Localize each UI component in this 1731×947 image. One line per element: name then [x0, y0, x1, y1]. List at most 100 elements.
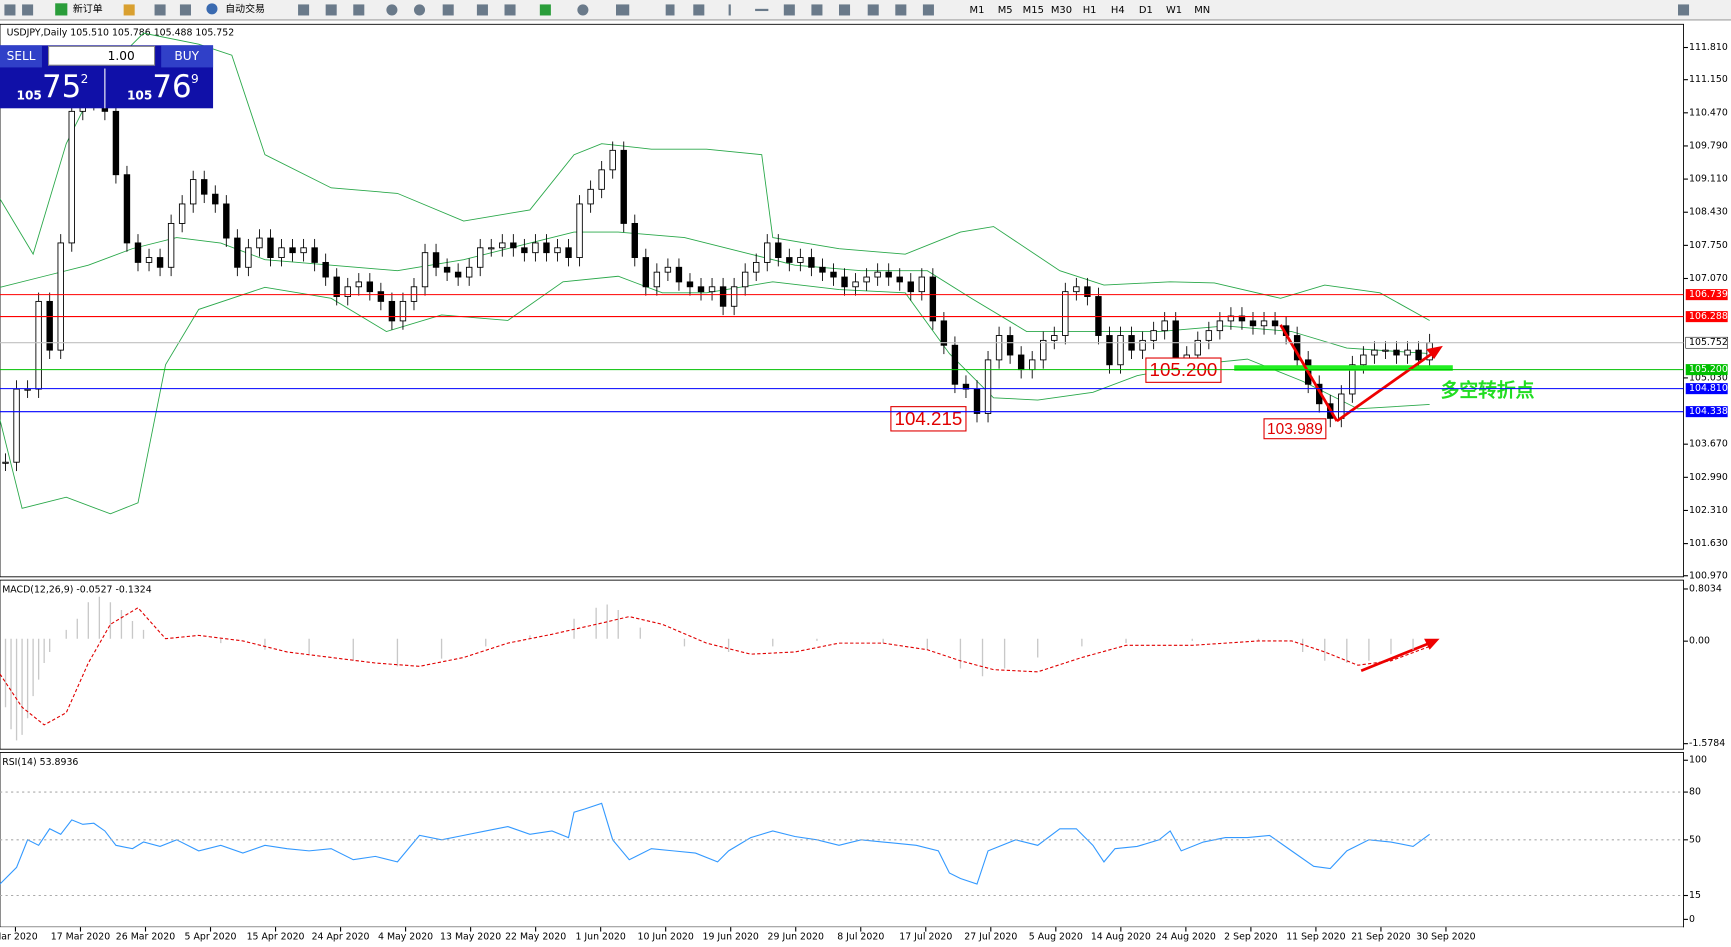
candle: [289, 247, 296, 254]
timeframe-button[interactable]: M30: [1051, 5, 1072, 16]
icon[interactable]: [1678, 4, 1690, 16]
ask-main: 76: [152, 69, 191, 105]
candle: [278, 247, 285, 258]
x-tick-label: 1 Jun 2020: [575, 932, 625, 943]
icon[interactable]: [728, 4, 731, 16]
candle: [874, 271, 881, 278]
candle: [565, 247, 572, 258]
timeframe-button[interactable]: D1: [1139, 5, 1153, 16]
x-tick-label: 4 May 2020: [378, 932, 433, 943]
candle: [322, 261, 329, 278]
candle: [13, 388, 20, 463]
icon[interactable]: [442, 4, 454, 16]
chart-header: USDJPY,Daily 105.510 105.786 105.488 105…: [7, 28, 235, 39]
lot-input[interactable]: [48, 45, 156, 66]
candle: [1040, 339, 1047, 361]
candle: [620, 149, 627, 224]
icon[interactable]: [22, 4, 34, 16]
x-tick-label: 2 Sep 2020: [1224, 932, 1277, 943]
candle: [388, 300, 396, 322]
candle: [488, 247, 495, 250]
x-tick-label: 19 Jun 2020: [703, 932, 759, 943]
icon[interactable]: [476, 4, 488, 16]
icon[interactable]: [298, 4, 310, 16]
candle: [808, 257, 815, 268]
buy-button[interactable]: [161, 45, 214, 68]
icon[interactable]: [154, 4, 166, 16]
candle: [212, 193, 219, 205]
ask-big: 105: [127, 89, 152, 103]
auto-trading-icon[interactable]: [206, 3, 218, 15]
icon[interactable]: [386, 4, 398, 16]
timeframe-button[interactable]: M5: [998, 5, 1013, 16]
icon[interactable]: [755, 8, 769, 12]
candle: [134, 242, 142, 263]
timeframe-button[interactable]: H4: [1111, 5, 1125, 16]
y-tick-label: 111.810: [1689, 42, 1728, 53]
auto-trading-button[interactable]: 自动交易: [225, 2, 265, 15]
level-tag: [1685, 336, 1728, 349]
candle: [366, 281, 374, 293]
candle: [1194, 339, 1201, 356]
icon[interactable]: [783, 4, 795, 16]
timeframe-button[interactable]: M1: [970, 5, 985, 16]
upper-band: [0, 32, 1430, 321]
new-order-button[interactable]: 新订单: [73, 2, 103, 15]
candle: [995, 335, 1003, 361]
candle: [896, 276, 903, 283]
candle: [841, 276, 848, 288]
candle: [267, 237, 274, 258]
icon[interactable]: [413, 4, 426, 16]
icon[interactable]: [325, 4, 337, 16]
sell-button[interactable]: [0, 45, 42, 68]
icon[interactable]: [353, 4, 365, 16]
toolbar-icons: [4, 4, 1690, 16]
x-tick-label: 21 Sep 2020: [1351, 932, 1410, 943]
icon[interactable]: [577, 4, 589, 16]
candle: [1404, 349, 1411, 356]
x-tick-label: 17 Jul 2020: [899, 932, 952, 943]
icon[interactable]: [4, 4, 16, 16]
icon[interactable]: [693, 4, 705, 16]
candle: [156, 257, 164, 268]
level-tag: [1685, 364, 1728, 376]
level-label: 106.739: [1689, 289, 1728, 300]
candle: [830, 271, 837, 278]
icon[interactable]: [539, 4, 551, 16]
candle: [1415, 349, 1422, 361]
y-tick-label: 110.470: [1689, 107, 1728, 118]
icon[interactable]: [616, 4, 630, 16]
timeframe-button[interactable]: M15: [1023, 5, 1044, 16]
candle: [510, 242, 517, 249]
timeframe-button[interactable]: W1: [1166, 5, 1182, 16]
icon[interactable]: [895, 4, 907, 16]
candle: [951, 344, 959, 385]
icon[interactable]: [867, 4, 879, 16]
icon[interactable]: [839, 4, 851, 16]
candle: [852, 281, 859, 288]
candle: [465, 266, 473, 278]
icon[interactable]: [665, 4, 675, 16]
timeframe-button[interactable]: H1: [1083, 5, 1097, 16]
candle: [189, 179, 197, 205]
candle: [929, 276, 937, 322]
level-tag: [1685, 406, 1728, 418]
new-order-icon[interactable]: [55, 3, 68, 16]
sell-label[interactable]: SELL: [7, 49, 36, 63]
toolbar: [0, 0, 1731, 20]
candle: [1139, 339, 1146, 351]
timeframe-button[interactable]: MN: [1194, 5, 1210, 16]
candle: [145, 257, 153, 263]
buy-label[interactable]: BUY: [174, 49, 199, 63]
candle: [311, 247, 318, 263]
icon[interactable]: [811, 4, 823, 16]
candle: [642, 257, 650, 288]
icon[interactable]: [504, 4, 516, 16]
icon[interactable]: [179, 4, 191, 16]
lot-value[interactable]: 1.00: [108, 49, 135, 63]
icon[interactable]: [922, 4, 934, 16]
arrow-head: [1426, 345, 1443, 360]
ask-sup: 9: [191, 72, 199, 86]
icon[interactable]: [123, 4, 135, 16]
